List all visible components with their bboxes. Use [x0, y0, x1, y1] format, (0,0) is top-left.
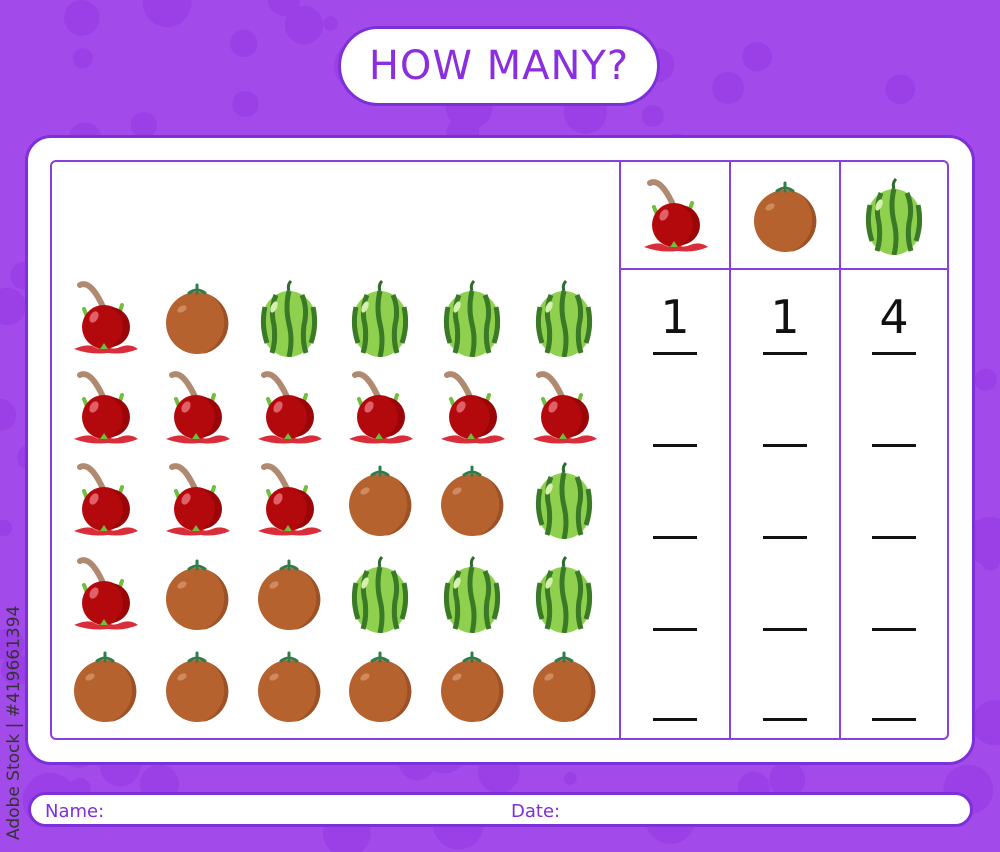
answer-value[interactable]: 1: [770, 290, 800, 344]
background-dot: [1, 654, 33, 686]
dragon-fruit-icon: [345, 369, 415, 447]
background-dot: [0, 628, 25, 661]
watermark: Adobe Stock | #419661394: [4, 605, 24, 840]
coconut-icon: [437, 461, 507, 539]
dragon-fruit-icon: [162, 369, 232, 447]
background-dot: [0, 398, 17, 432]
dragon-fruit-icon: [254, 461, 324, 539]
coconut-icon: [345, 647, 415, 725]
background-dot: [712, 71, 745, 104]
background-dot: [769, 761, 806, 798]
answer-blank-line: [653, 352, 697, 355]
coconut-icon: [162, 279, 232, 357]
answer-blank-line: [763, 536, 807, 539]
background-dot: [142, 0, 192, 28]
background-dot: [284, 5, 324, 45]
background-dot: [972, 700, 1000, 746]
dragon-fruit-icon: [437, 369, 507, 447]
watermelon-icon: [345, 279, 415, 357]
name-label: Name:: [45, 801, 105, 822]
divider: [839, 160, 841, 740]
watermelon-icon: [254, 279, 324, 357]
background-dot: [0, 287, 26, 326]
watermelon-icon: [529, 555, 599, 633]
answer-blank-line: [763, 352, 807, 355]
answer-value[interactable]: 1: [660, 290, 690, 344]
coconut-icon: [345, 461, 415, 539]
coconut-icon: [437, 647, 507, 725]
coconut-icon: [750, 177, 820, 255]
dragon-fruit-icon: [640, 177, 710, 255]
answer-blank-line: [653, 444, 697, 447]
background-dot: [974, 368, 997, 391]
coconut-icon: [162, 647, 232, 725]
background-dot: [323, 16, 338, 31]
coconut-icon: [162, 555, 232, 633]
answer-value[interactable]: 4: [879, 290, 909, 344]
coconut-icon: [529, 647, 599, 725]
dragon-fruit-icon: [254, 369, 324, 447]
coconut-icon: [70, 647, 140, 725]
watermelon-icon: [437, 555, 507, 633]
watermelon-icon: [529, 279, 599, 357]
worksheet-panel: [25, 135, 975, 765]
background-dot: [563, 772, 577, 785]
background-dot: [130, 112, 158, 139]
background-dot: [641, 104, 664, 127]
background-dot: [229, 29, 258, 58]
background-dot: [72, 48, 93, 69]
answer-blank-line: [653, 718, 697, 721]
divider: [620, 268, 949, 270]
background-dot: [0, 519, 12, 537]
answer-blank-line: [763, 444, 807, 447]
worksheet-frame: [50, 160, 949, 740]
dragon-fruit-icon: [70, 461, 140, 539]
background-dot: [742, 42, 772, 72]
watermelon-icon: [437, 279, 507, 357]
answer-blank-line: [653, 628, 697, 631]
answer-blank-line: [872, 444, 916, 447]
answer-blank-line: [872, 628, 916, 631]
background-dot: [232, 90, 259, 118]
answer-blank-line: [872, 536, 916, 539]
background-dot: [981, 551, 1000, 571]
background-dot: [63, 0, 100, 36]
background-dot: [885, 74, 916, 105]
background-dot: [267, 0, 300, 16]
name-date-bar: Name: Date:: [28, 792, 973, 827]
dragon-fruit-icon: [70, 369, 140, 447]
dragon-fruit-icon: [529, 369, 599, 447]
divider: [729, 160, 731, 740]
page-title: HOW MANY?: [338, 26, 660, 106]
answer-blank-line: [763, 628, 807, 631]
coconut-icon: [254, 555, 324, 633]
answer-blank-line: [872, 352, 916, 355]
divider: [619, 160, 621, 740]
coconut-icon: [254, 647, 324, 725]
watermelon-icon: [529, 461, 599, 539]
watermelon-icon: [859, 177, 929, 255]
watermelon-icon: [345, 555, 415, 633]
dragon-fruit-icon: [162, 461, 232, 539]
date-label: Date:: [511, 801, 561, 822]
answer-blank-line: [872, 718, 916, 721]
dragon-fruit-icon: [70, 279, 140, 357]
answer-blank-line: [653, 536, 697, 539]
dragon-fruit-icon: [70, 555, 140, 633]
answer-blank-line: [763, 718, 807, 721]
